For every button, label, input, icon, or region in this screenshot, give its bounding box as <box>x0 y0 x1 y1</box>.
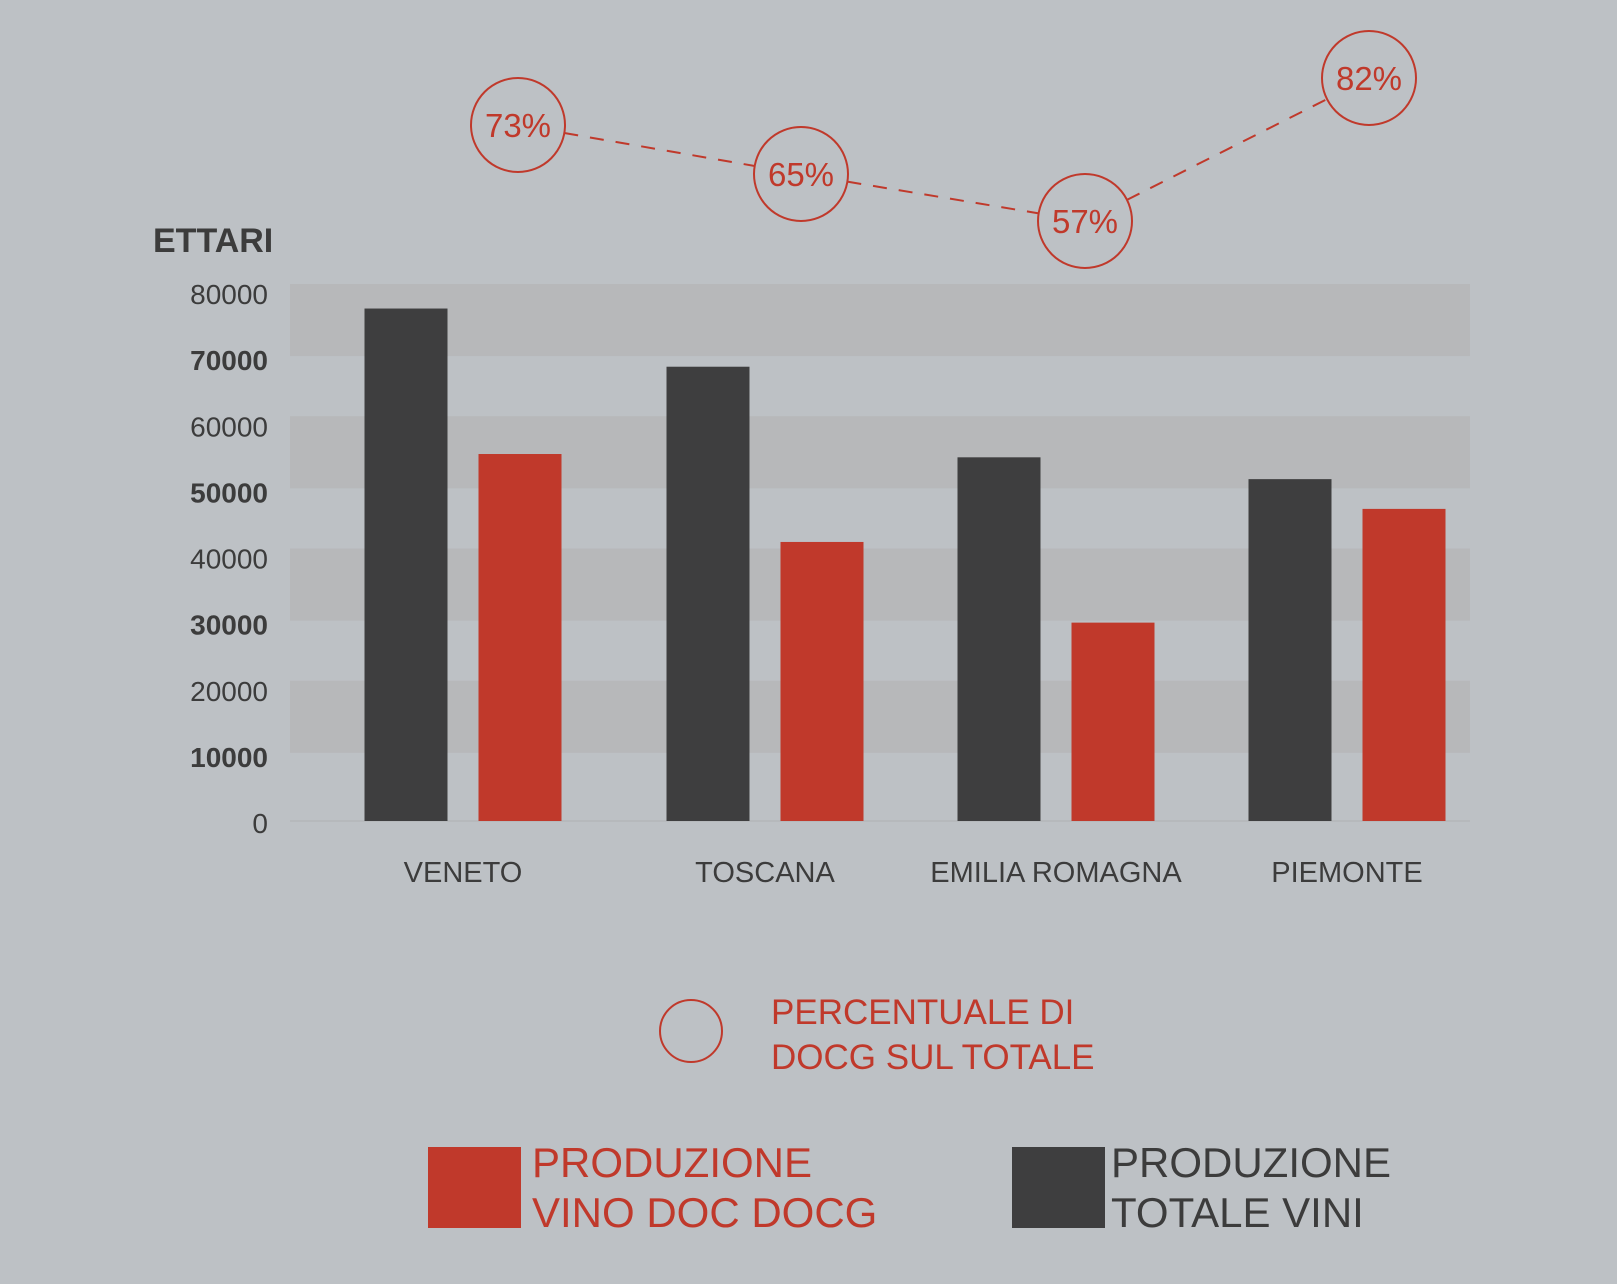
legend-percent-label-line1: PERCENTUALE DI <box>771 993 1074 1032</box>
x-axis-ticks: VENETO TOSCANA EMILIA ROMAGNA PIEMONTE <box>404 857 1423 889</box>
percent-line: 73% 65% 57% 82% <box>470 30 1417 269</box>
percent-line-segment <box>1126 98 1328 201</box>
percent-circle <box>470 77 566 173</box>
legend-docg-label-line2: VINO DOC DOCG <box>532 1189 877 1236</box>
grid-band <box>290 416 1470 489</box>
y-axis-ticks: 80000 70000 60000 50000 40000 30000 20000 10000… <box>190 279 268 839</box>
percent-label: 65% <box>768 156 834 193</box>
percent-label: 57% <box>1052 203 1118 240</box>
y-tick-label: 20000 <box>190 676 268 707</box>
legend-docg-swatch <box>428 1147 521 1228</box>
legend-total-label-line2: TOTALE VINI <box>1111 1189 1364 1236</box>
bar-docg <box>478 454 562 821</box>
x-tick-label: TOSCANA <box>695 857 835 889</box>
y-axis-label: ETTARI <box>153 222 273 260</box>
percent-circle <box>1321 30 1417 126</box>
x-tick-label: EMILIA ROMAGNA <box>930 857 1182 889</box>
y-tick-label: 70000 <box>190 345 268 376</box>
y-tick-label: 30000 <box>190 610 268 641</box>
x-tick-label: PIEMONTE <box>1271 857 1422 889</box>
grid-band <box>290 284 1470 357</box>
bar-docg <box>1071 622 1155 821</box>
y-tick-label: 10000 <box>190 742 268 773</box>
percent-label: 82% <box>1336 60 1402 97</box>
bar-docg <box>780 541 864 821</box>
y-tick-label: 60000 <box>190 411 268 442</box>
y-tick-label: 80000 <box>190 279 268 310</box>
percent-circle <box>753 126 849 222</box>
percent-line-segment <box>564 132 755 167</box>
y-tick-label: 40000 <box>190 544 268 575</box>
percent-circle <box>1037 173 1133 269</box>
bar-total <box>364 308 448 821</box>
legend-docg-label-line1: PRODUZIONE <box>532 1139 812 1186</box>
y-tick-label: 50000 <box>190 477 268 508</box>
bar-total <box>1248 479 1332 821</box>
bar-total <box>666 366 750 821</box>
bar-total <box>957 457 1041 821</box>
legend-total-label-line1: PRODUZIONE <box>1111 1139 1391 1186</box>
legend: PERCENTUALE DI DOCG SUL TOTALE PRODUZION… <box>428 993 1391 1236</box>
percent-line-segment <box>847 180 1039 215</box>
bar-docg <box>1362 508 1446 821</box>
y-tick-label: 0 <box>252 808 268 839</box>
legend-total-swatch <box>1012 1147 1105 1228</box>
bars <box>364 308 1446 821</box>
legend-percent-label-line2: DOCG SUL TOTALE <box>771 1038 1095 1077</box>
x-tick-label: VENETO <box>404 857 523 889</box>
percent-label: 73% <box>485 107 551 144</box>
legend-percent-circle-icon <box>659 999 723 1063</box>
